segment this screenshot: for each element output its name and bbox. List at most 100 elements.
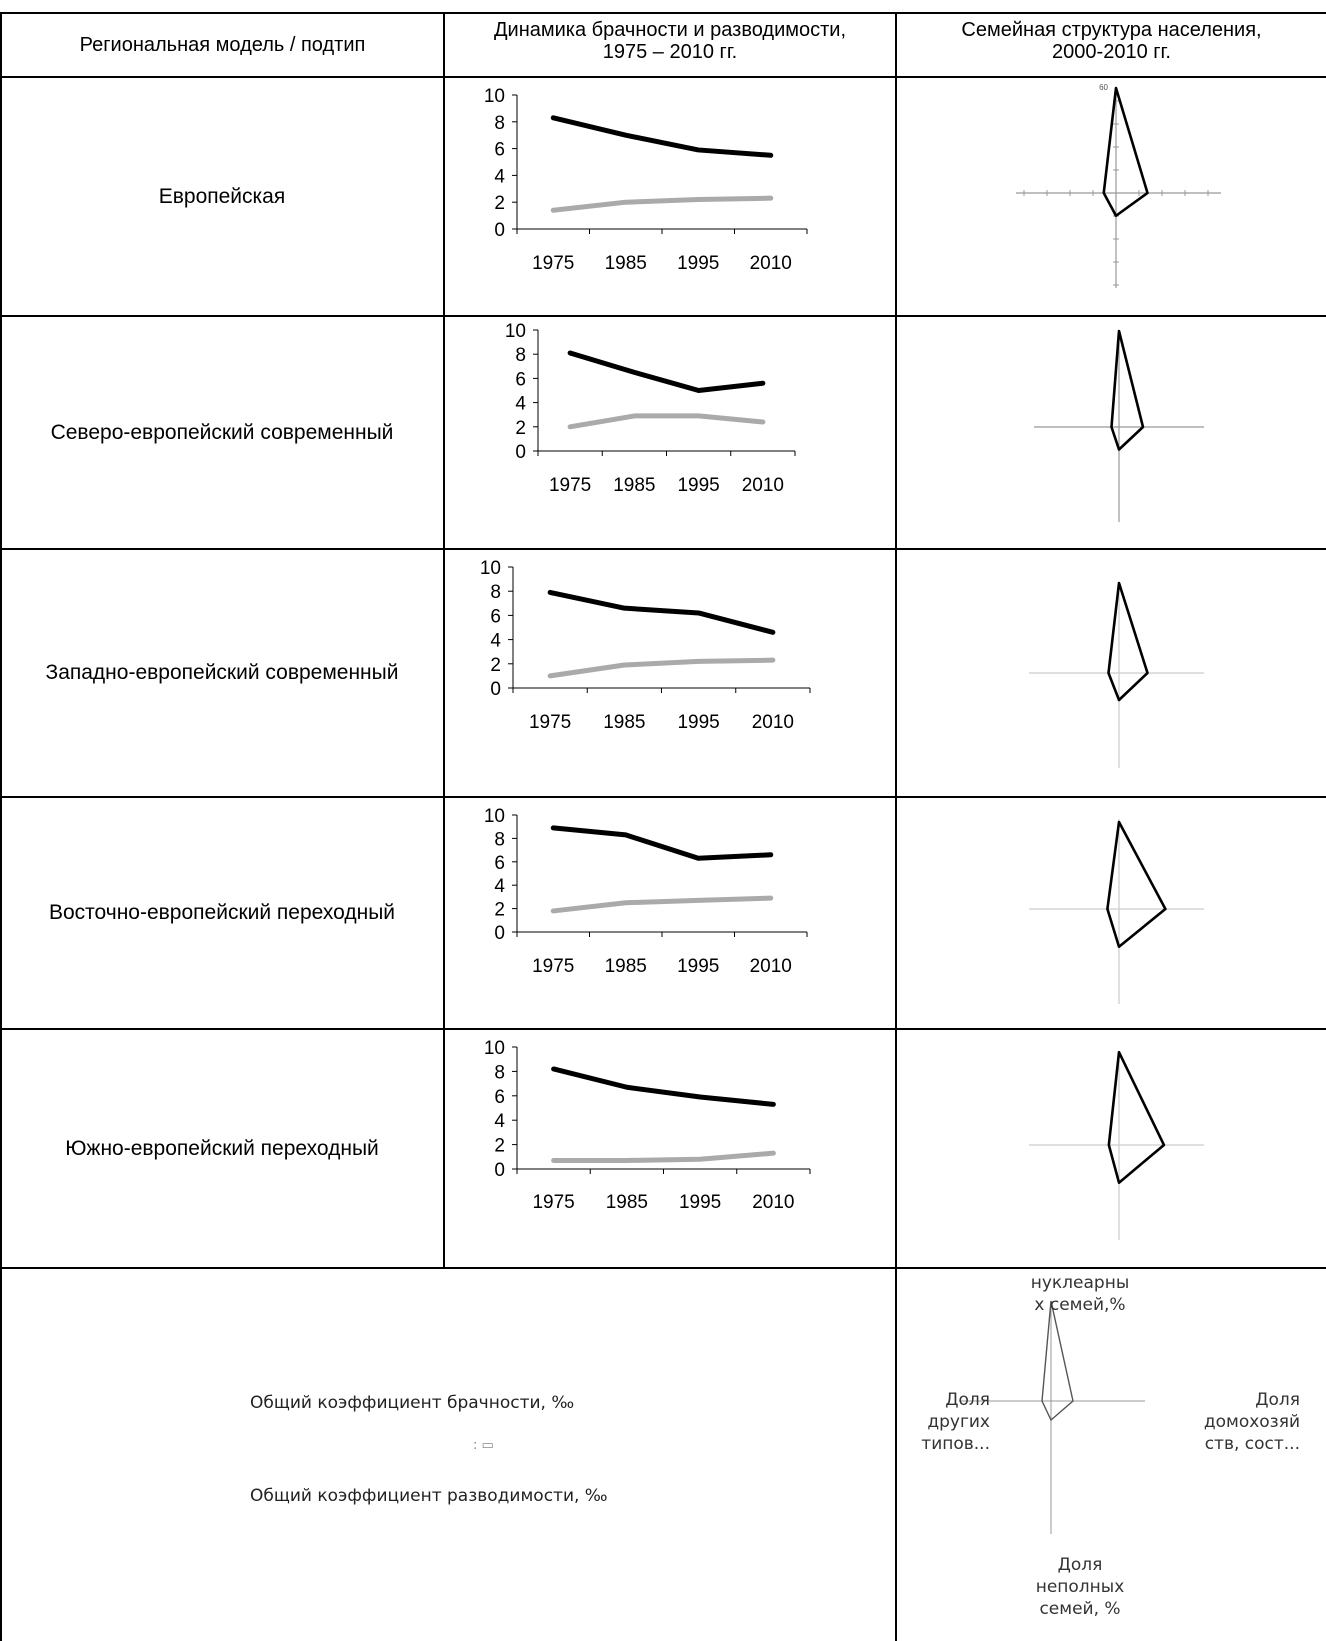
radar-shape (1102, 86, 1149, 218)
y-tick-label: 2 (494, 900, 505, 921)
line-chart-european: 0 2 4 6 8 10 1975 1985 1995 2010 (484, 86, 808, 274)
y-tick-label: 10 (480, 558, 501, 579)
x-tick-label: 1995 (679, 1192, 721, 1213)
radar-axis-bottom-label: Доля неполных семей, % (1035, 1555, 1125, 1619)
x-tick-label: 1975 (532, 253, 574, 274)
marriage-point (624, 133, 628, 137)
row-label-north: Северо-европейский современный (50, 420, 394, 444)
x-tick-label: 2010 (752, 712, 794, 733)
x-tick-label: 1975 (529, 712, 571, 733)
divorce-point (548, 674, 552, 678)
y-tick-label: 8 (494, 1062, 505, 1083)
radar-chart-north (1034, 329, 1204, 522)
marriage-point (551, 116, 555, 120)
radar-chart-south (1029, 1050, 1204, 1240)
x-tick-label: 1995 (677, 956, 719, 977)
radar-axis-top-label: нуклеарны х семей,% (1030, 1273, 1130, 1315)
radar-shape (1107, 581, 1149, 702)
divorce-point (624, 200, 628, 204)
col-divider-2 (895, 12, 897, 1641)
divorce-point (698, 1157, 702, 1161)
marriage-point (622, 606, 626, 610)
header-model: Региональная модель / подтип (79, 34, 366, 56)
x-tick-label: 1985 (605, 956, 647, 977)
y-tick-label: 4 (494, 1111, 505, 1132)
y-tick-label: 8 (494, 113, 505, 134)
y-tick-label: 8 (515, 345, 526, 366)
radar-chart-european: 60 (1016, 83, 1221, 288)
x-tick-label: 2010 (742, 475, 784, 496)
row-label-west: Западно-европейский современный (45, 661, 399, 684)
radar-shape (1106, 820, 1167, 948)
y-tick-label: 2 (515, 418, 526, 439)
y-tick-label: 4 (494, 166, 505, 187)
x-tick-label: 1985 (606, 1192, 648, 1213)
marriage-point (697, 389, 701, 392)
row-divider-3 (0, 796, 1326, 798)
marriage-point (771, 1102, 775, 1106)
x-tick-label: 1985 (613, 475, 655, 496)
x-tick-label: 1985 (605, 253, 647, 274)
legend-marriage: Общий коэффициент брачности, ‰ (250, 1393, 575, 1413)
line-chart-north: 0 2 4 6 8 10 1975 1985 1995 2010 (505, 321, 796, 496)
marriage-point (548, 590, 552, 594)
y-tick-label: 4 (490, 631, 501, 652)
x-tick-label: 1975 (532, 1192, 574, 1213)
x-tick-label: 1975 (549, 475, 591, 496)
y-tick-label: 6 (515, 369, 526, 390)
radar-chart-west (1029, 581, 1204, 768)
divorce-point (771, 658, 775, 662)
marriage-series-line (567, 350, 766, 393)
legend-divorce: Общий коэффициент разводимости, ‰ (250, 1486, 608, 1506)
y-tick-label: 8 (494, 829, 505, 850)
line-chart-west: 0 2 4 6 8 10 1975 1985 1995 2010 (480, 558, 811, 733)
radar-shape (1107, 1050, 1166, 1184)
header-dynamics-line2: 1975 – 2010 гг. (602, 41, 738, 63)
marriage-point (551, 826, 555, 830)
header-divider (0, 76, 1326, 78)
divorce-series-line (567, 413, 766, 430)
y-tick-label: 8 (490, 582, 501, 603)
divorce-point (551, 208, 555, 212)
marriage-point (568, 351, 572, 355)
divorce-point (624, 901, 628, 905)
x-tick-label: 2010 (752, 1192, 794, 1213)
y-tick-label: 6 (490, 606, 501, 627)
marriage-series-line (551, 1066, 776, 1107)
row-label-south: Южно-европейский переходный (65, 1136, 379, 1160)
divorce-point (761, 420, 765, 424)
radar-legend-shape (1041, 1300, 1074, 1422)
marriage-point (761, 381, 765, 385)
x-tick-label: 2010 (750, 956, 792, 977)
radar-axis-left-label: Доля других типов... (921, 1390, 990, 1454)
row-label-european: Европейская (158, 184, 286, 208)
divorce-point (771, 1151, 775, 1155)
divorce-point (552, 1158, 556, 1162)
row-divider-4 (0, 1028, 1326, 1030)
x-tick-label: 1995 (677, 475, 719, 496)
table-border-top (0, 12, 1326, 14)
marriage-series-line (547, 589, 776, 635)
radar-legend-chart (959, 1300, 1145, 1534)
y-tick-label: 6 (494, 140, 505, 161)
radar-tick-label: 60 (1099, 83, 1108, 92)
radar-axis-right-label: Доля домохозяй ств, сост... (1203, 1390, 1300, 1454)
y-tick-label: 0 (515, 442, 526, 463)
marriage-series-line (550, 825, 774, 861)
y-tick-label: 2 (490, 655, 501, 676)
y-tick-label: 6 (494, 853, 505, 874)
divorce-point (622, 663, 626, 667)
row-label-east: Восточно-европейский переходный (48, 901, 396, 924)
y-tick-label: 4 (515, 394, 526, 415)
row-divider-2 (0, 548, 1326, 550)
y-tick-label: 0 (494, 1160, 505, 1181)
divorce-point (632, 414, 636, 418)
divorce-point (568, 425, 572, 429)
marriage-point (769, 853, 773, 857)
row-divider-5 (0, 1267, 1326, 1269)
x-tick-label: 2010 (750, 253, 792, 274)
y-tick-label: 2 (494, 1136, 505, 1157)
legend-marker: : ▭ (473, 1438, 494, 1453)
header-dynamics-line1: Динамика брачности и разводимости, (493, 19, 847, 41)
x-tick-label: 1985 (603, 712, 645, 733)
